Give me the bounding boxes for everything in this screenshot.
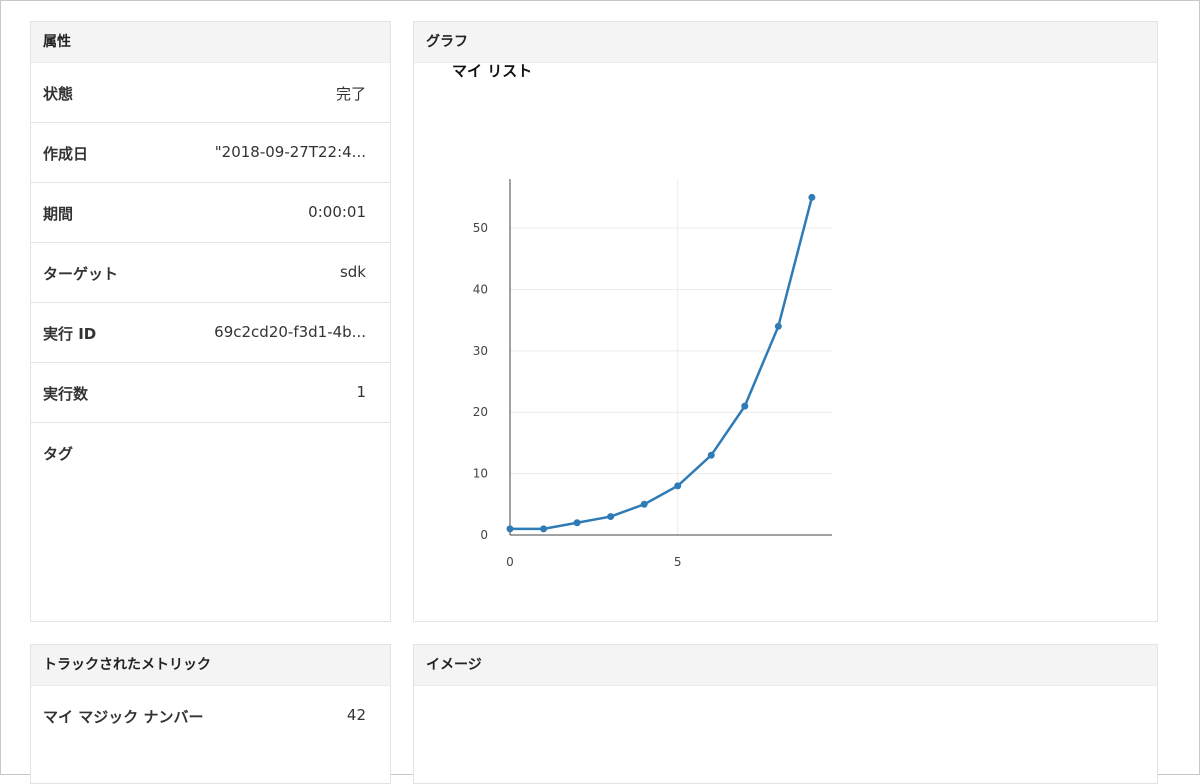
data-point (506, 525, 514, 533)
property-key: ターゲット (43, 265, 119, 283)
metric-value: 42 (346, 706, 366, 724)
property-key: 実行 ID (43, 325, 97, 343)
property-row-created: 作成日 "2018-09-27T22:4... (31, 123, 390, 183)
data-point (774, 322, 782, 330)
data-point (741, 402, 749, 410)
data-point (808, 193, 816, 201)
property-key: 実行数 (43, 385, 89, 403)
property-key: 期間 (43, 205, 74, 223)
data-point (540, 525, 548, 533)
property-row-status: 状態 完了 (31, 63, 390, 123)
tracked-metrics-panel: トラックされたメトリック マイ マジック ナンバー 42 (30, 644, 391, 784)
property-key: 作成日 (43, 145, 89, 163)
data-point (573, 519, 581, 527)
data-point (607, 513, 615, 521)
property-value: 0:00:01 (308, 203, 366, 221)
property-row-tags: タグ (31, 423, 390, 543)
y-tick-label: 30 (473, 344, 488, 358)
graph-panel: グラフ マイ リスト 0 10 20 30 40 50 0 5 (413, 21, 1158, 622)
property-row-target: ターゲット sdk (31, 243, 390, 303)
y-tick-label: 10 (473, 467, 488, 481)
property-value: "2018-09-27T22:4... (214, 143, 366, 161)
metric-key: マイ マジック ナンバー (43, 708, 204, 726)
tracked-metrics-header: トラックされたメトリック (31, 645, 390, 686)
x-tick-label: 0 (506, 555, 514, 569)
properties-header: 属性 (31, 22, 390, 63)
y-tick-label: 20 (473, 405, 488, 419)
x-tick-label: 5 (674, 555, 682, 569)
tags-label: タグ (43, 445, 74, 463)
property-row-run-number: 実行数 1 (31, 363, 390, 423)
properties-panel: 属性 状態 完了 作成日 "2018-09-27T22:4... 期間 0:00… (30, 21, 391, 622)
property-value: 69c2cd20-f3d1-4b... (214, 323, 366, 341)
data-point (674, 482, 682, 490)
chart-title: マイ リスト (452, 62, 533, 80)
property-row-run-id: 実行 ID 69c2cd20-f3d1-4b... (31, 303, 390, 363)
images-panel: イメージ (413, 644, 1158, 784)
metric-row: マイ マジック ナンバー 42 (31, 686, 390, 746)
property-value: 1 (356, 383, 366, 401)
property-key: 状態 (43, 85, 74, 103)
property-row-duration: 期間 0:00:01 (31, 183, 390, 243)
property-value: sdk (339, 263, 366, 281)
graph-header: グラフ (414, 22, 1157, 63)
data-point (707, 451, 715, 459)
data-point (640, 500, 648, 508)
line-chart: 0 10 20 30 40 50 0 5 (473, 179, 832, 569)
images-header: イメージ (414, 645, 1157, 686)
series-line (510, 197, 814, 531)
y-tick-label: 40 (473, 282, 488, 296)
y-tick-label: 50 (473, 221, 488, 235)
property-value: 完了 (335, 85, 366, 103)
y-tick-label: 0 (480, 528, 488, 542)
